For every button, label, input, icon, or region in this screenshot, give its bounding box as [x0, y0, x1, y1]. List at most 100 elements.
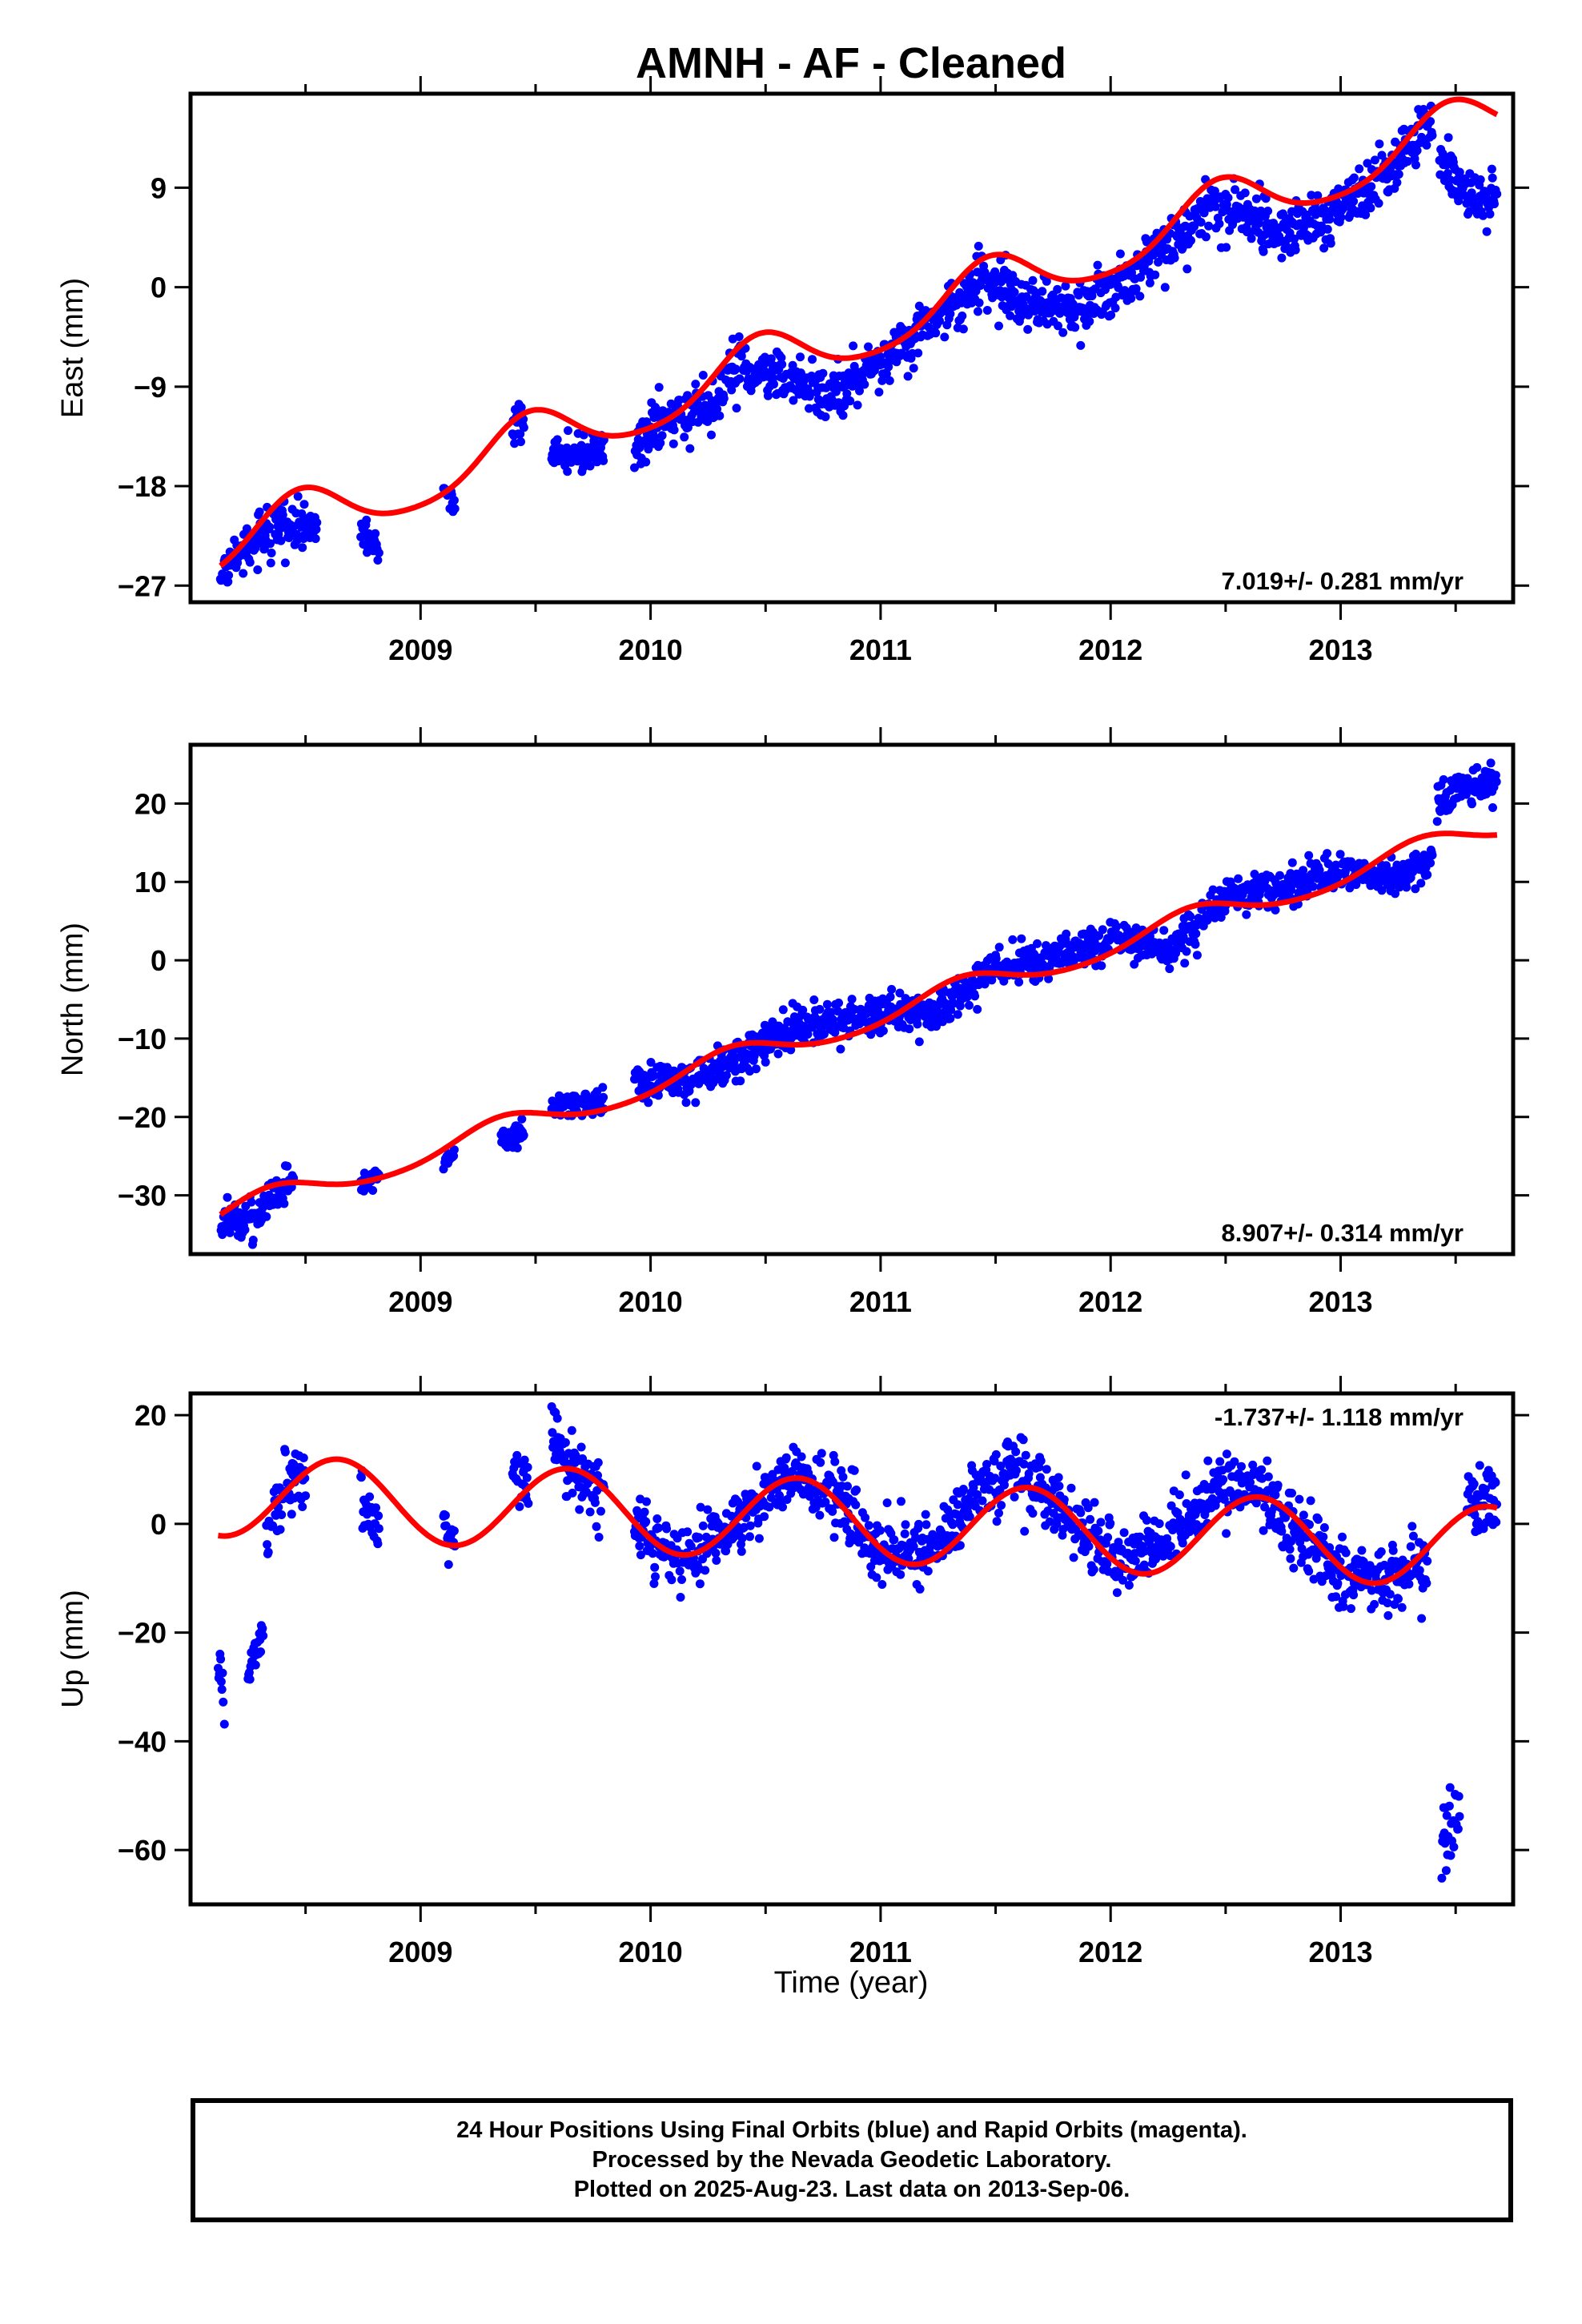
data-point	[585, 461, 595, 471]
y-tick-label: 0	[151, 1508, 167, 1541]
east-axis-ticks: 2009 2010 2011 2012 2013 −27 −18 −9 0 9	[118, 76, 1529, 666]
data-point	[1408, 1531, 1418, 1541]
data-point	[1442, 160, 1452, 170]
data-point	[1044, 974, 1054, 983]
data-point	[1422, 140, 1431, 150]
x-tick-label: 2011	[849, 1285, 912, 1318]
data-point	[915, 1584, 925, 1594]
data-point	[1468, 799, 1476, 809]
data-point	[1011, 1447, 1021, 1457]
data-point	[855, 386, 864, 396]
data-point	[826, 1007, 836, 1017]
data-point	[1366, 203, 1375, 213]
data-point	[223, 1192, 232, 1202]
x-tick-label: 2009	[388, 1936, 452, 1968]
data-point	[1083, 1503, 1093, 1513]
data-point	[1251, 1498, 1261, 1508]
data-point	[1491, 770, 1500, 780]
data-point	[895, 988, 905, 998]
data-point	[843, 1482, 852, 1491]
data-point	[735, 374, 745, 384]
data-point	[1291, 245, 1300, 255]
data-point	[1178, 1538, 1187, 1548]
data-point	[798, 1005, 808, 1015]
data-point	[707, 430, 716, 440]
data-point	[1203, 1456, 1213, 1466]
data-point	[1204, 221, 1214, 231]
y-tick-label: −20	[118, 1101, 167, 1134]
data-point	[280, 558, 290, 568]
data-point	[727, 385, 737, 395]
data-point	[512, 1144, 522, 1152]
data-point	[1295, 1494, 1304, 1504]
data-point	[1325, 215, 1335, 224]
data-point	[680, 432, 689, 442]
data-point	[1333, 1578, 1343, 1588]
data-point	[1259, 1526, 1268, 1535]
data-point	[1170, 253, 1179, 263]
data-point	[1069, 1553, 1078, 1562]
data-point	[1028, 275, 1038, 285]
data-point	[1488, 803, 1497, 812]
data-point	[641, 1517, 651, 1526]
data-point	[775, 1490, 784, 1500]
data-point	[653, 1523, 663, 1533]
data-point	[698, 1521, 708, 1530]
data-point	[765, 1502, 774, 1512]
data-point	[1089, 1565, 1098, 1574]
data-point	[1196, 218, 1206, 227]
data-point	[675, 1566, 685, 1576]
data-point	[691, 380, 701, 389]
east-axis-label: East (mm)	[56, 278, 90, 418]
north-axis-label: North (mm)	[56, 923, 90, 1076]
data-point	[1098, 925, 1107, 935]
data-point	[1403, 157, 1412, 166]
data-point	[1144, 256, 1154, 266]
data-point	[373, 556, 383, 565]
data-point	[262, 1212, 271, 1221]
y-tick-label: −60	[118, 1834, 167, 1867]
data-point	[946, 1014, 955, 1023]
data-point	[1442, 1811, 1452, 1820]
data-point	[1383, 1598, 1392, 1608]
data-point	[1417, 1614, 1427, 1623]
data-point	[816, 1458, 825, 1467]
data-point	[263, 1540, 272, 1550]
data-point	[1054, 1482, 1064, 1491]
data-point	[1086, 1514, 1095, 1524]
data-point	[1061, 281, 1070, 291]
data-point	[575, 1505, 584, 1514]
data-point	[864, 342, 873, 352]
data-point	[267, 549, 276, 557]
data-point	[1383, 1610, 1393, 1620]
data-point	[662, 1524, 672, 1534]
data-point	[781, 1453, 791, 1462]
data-point	[265, 522, 275, 532]
y-tick-label: 0	[151, 271, 167, 304]
data-point	[568, 1488, 577, 1498]
data-point	[923, 1566, 933, 1576]
data-point	[885, 376, 894, 385]
data-point	[1036, 1456, 1046, 1466]
data-point	[449, 496, 459, 505]
data-point	[683, 1527, 693, 1537]
data-point	[1415, 1566, 1424, 1575]
data-point	[996, 1462, 1006, 1471]
data-point	[258, 1203, 267, 1212]
data-point	[1030, 307, 1039, 316]
data-point	[255, 507, 264, 517]
data-point	[1440, 1839, 1450, 1848]
data-point	[1377, 151, 1387, 160]
data-point	[652, 1514, 662, 1523]
data-point	[1445, 1783, 1455, 1792]
data-point	[1438, 149, 1447, 159]
data-point	[1246, 1478, 1255, 1487]
x-tick-label: 2010	[619, 1936, 683, 1968]
data-point	[761, 1473, 770, 1482]
data-point	[1222, 1449, 1231, 1459]
data-point	[676, 1593, 685, 1602]
data-point	[1178, 932, 1188, 942]
data-point	[1008, 935, 1018, 944]
data-point	[1154, 938, 1164, 947]
